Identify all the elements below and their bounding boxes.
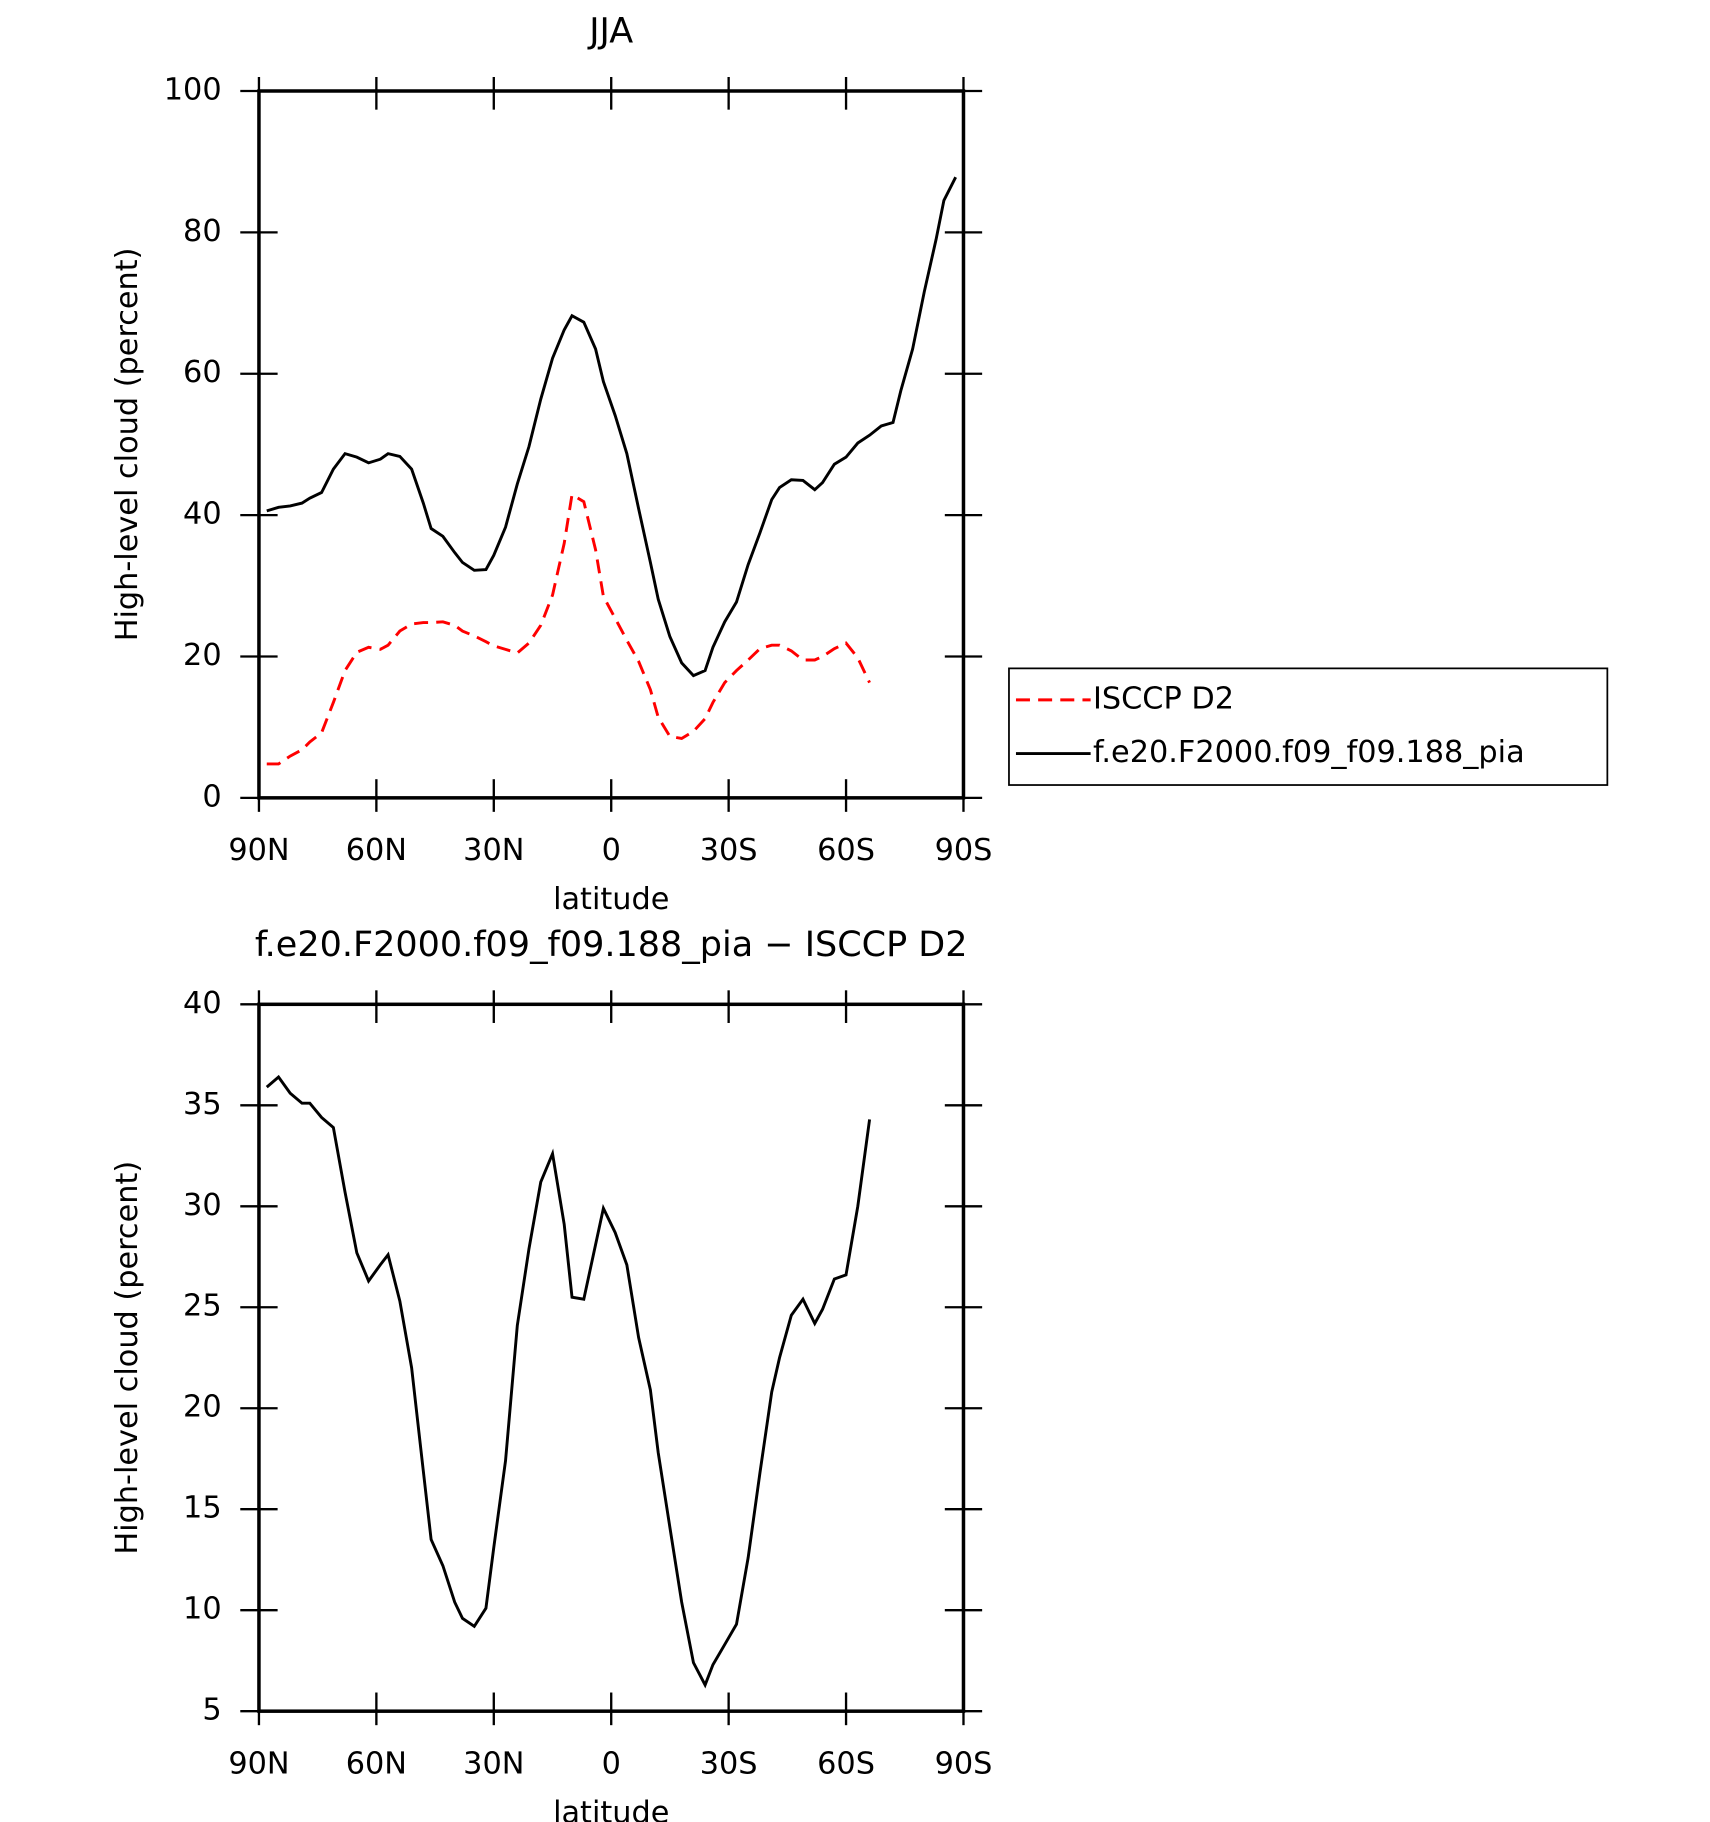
data-line bbox=[265, 1074, 872, 1689]
y-axis-label: High-level cloud (percent) bbox=[110, 1161, 145, 1555]
y-tick-label: 40 bbox=[183, 986, 222, 1021]
data-line bbox=[266, 492, 871, 766]
x-tick-label: 60S bbox=[817, 833, 875, 868]
chart-title: f.e20.F2000.f09_f09.188_pia − ISCCP D2 bbox=[255, 925, 968, 965]
x-axis-label: latitude bbox=[553, 1795, 669, 1822]
x-tick-label: 60N bbox=[346, 1746, 407, 1781]
y-tick-label: 60 bbox=[183, 355, 222, 390]
x-tick-label: 90S bbox=[935, 833, 993, 868]
x-tick-label: 60N bbox=[346, 833, 407, 868]
x-tick-label: 90S bbox=[935, 1746, 993, 1781]
y-tick-label: 0 bbox=[202, 779, 221, 814]
x-tick-label: 0 bbox=[602, 833, 621, 868]
y-tick-label: 80 bbox=[183, 214, 222, 249]
x-tick-label: 30S bbox=[700, 1746, 758, 1781]
y-tick-label: 40 bbox=[183, 497, 222, 532]
x-tick-label: 30N bbox=[463, 833, 524, 868]
y-tick-label: 100 bbox=[164, 72, 222, 107]
y-tick-label: 5 bbox=[202, 1693, 221, 1728]
x-tick-label: 90N bbox=[228, 1746, 289, 1781]
plot-frame bbox=[257, 1002, 966, 1713]
x-tick-label: 90N bbox=[228, 833, 289, 868]
x-tick-label: 30N bbox=[463, 1746, 524, 1781]
x-axis-label: latitude bbox=[553, 882, 669, 917]
y-tick-label: 35 bbox=[183, 1087, 222, 1122]
chart-title: JJA bbox=[587, 12, 633, 52]
data-line bbox=[266, 176, 957, 678]
x-tick-label: 0 bbox=[602, 1746, 621, 1781]
y-tick-label: 20 bbox=[183, 638, 222, 673]
y-tick-label: 20 bbox=[183, 1390, 222, 1425]
y-tick-label: 30 bbox=[183, 1188, 222, 1223]
y-tick-label: 15 bbox=[183, 1491, 222, 1526]
legend-label: f.e20.F2000.f09_f09.188_pia bbox=[1093, 735, 1525, 770]
x-tick-label: 60S bbox=[817, 1746, 875, 1781]
y-axis-label: High-level cloud (percent) bbox=[110, 248, 145, 642]
plot-frame bbox=[257, 89, 966, 800]
y-tick-label: 25 bbox=[183, 1289, 222, 1324]
legend-box bbox=[1008, 667, 1609, 786]
legend-label: ISCCP D2 bbox=[1093, 681, 1234, 716]
y-tick-label: 10 bbox=[183, 1592, 222, 1627]
x-tick-label: 30S bbox=[700, 833, 758, 868]
